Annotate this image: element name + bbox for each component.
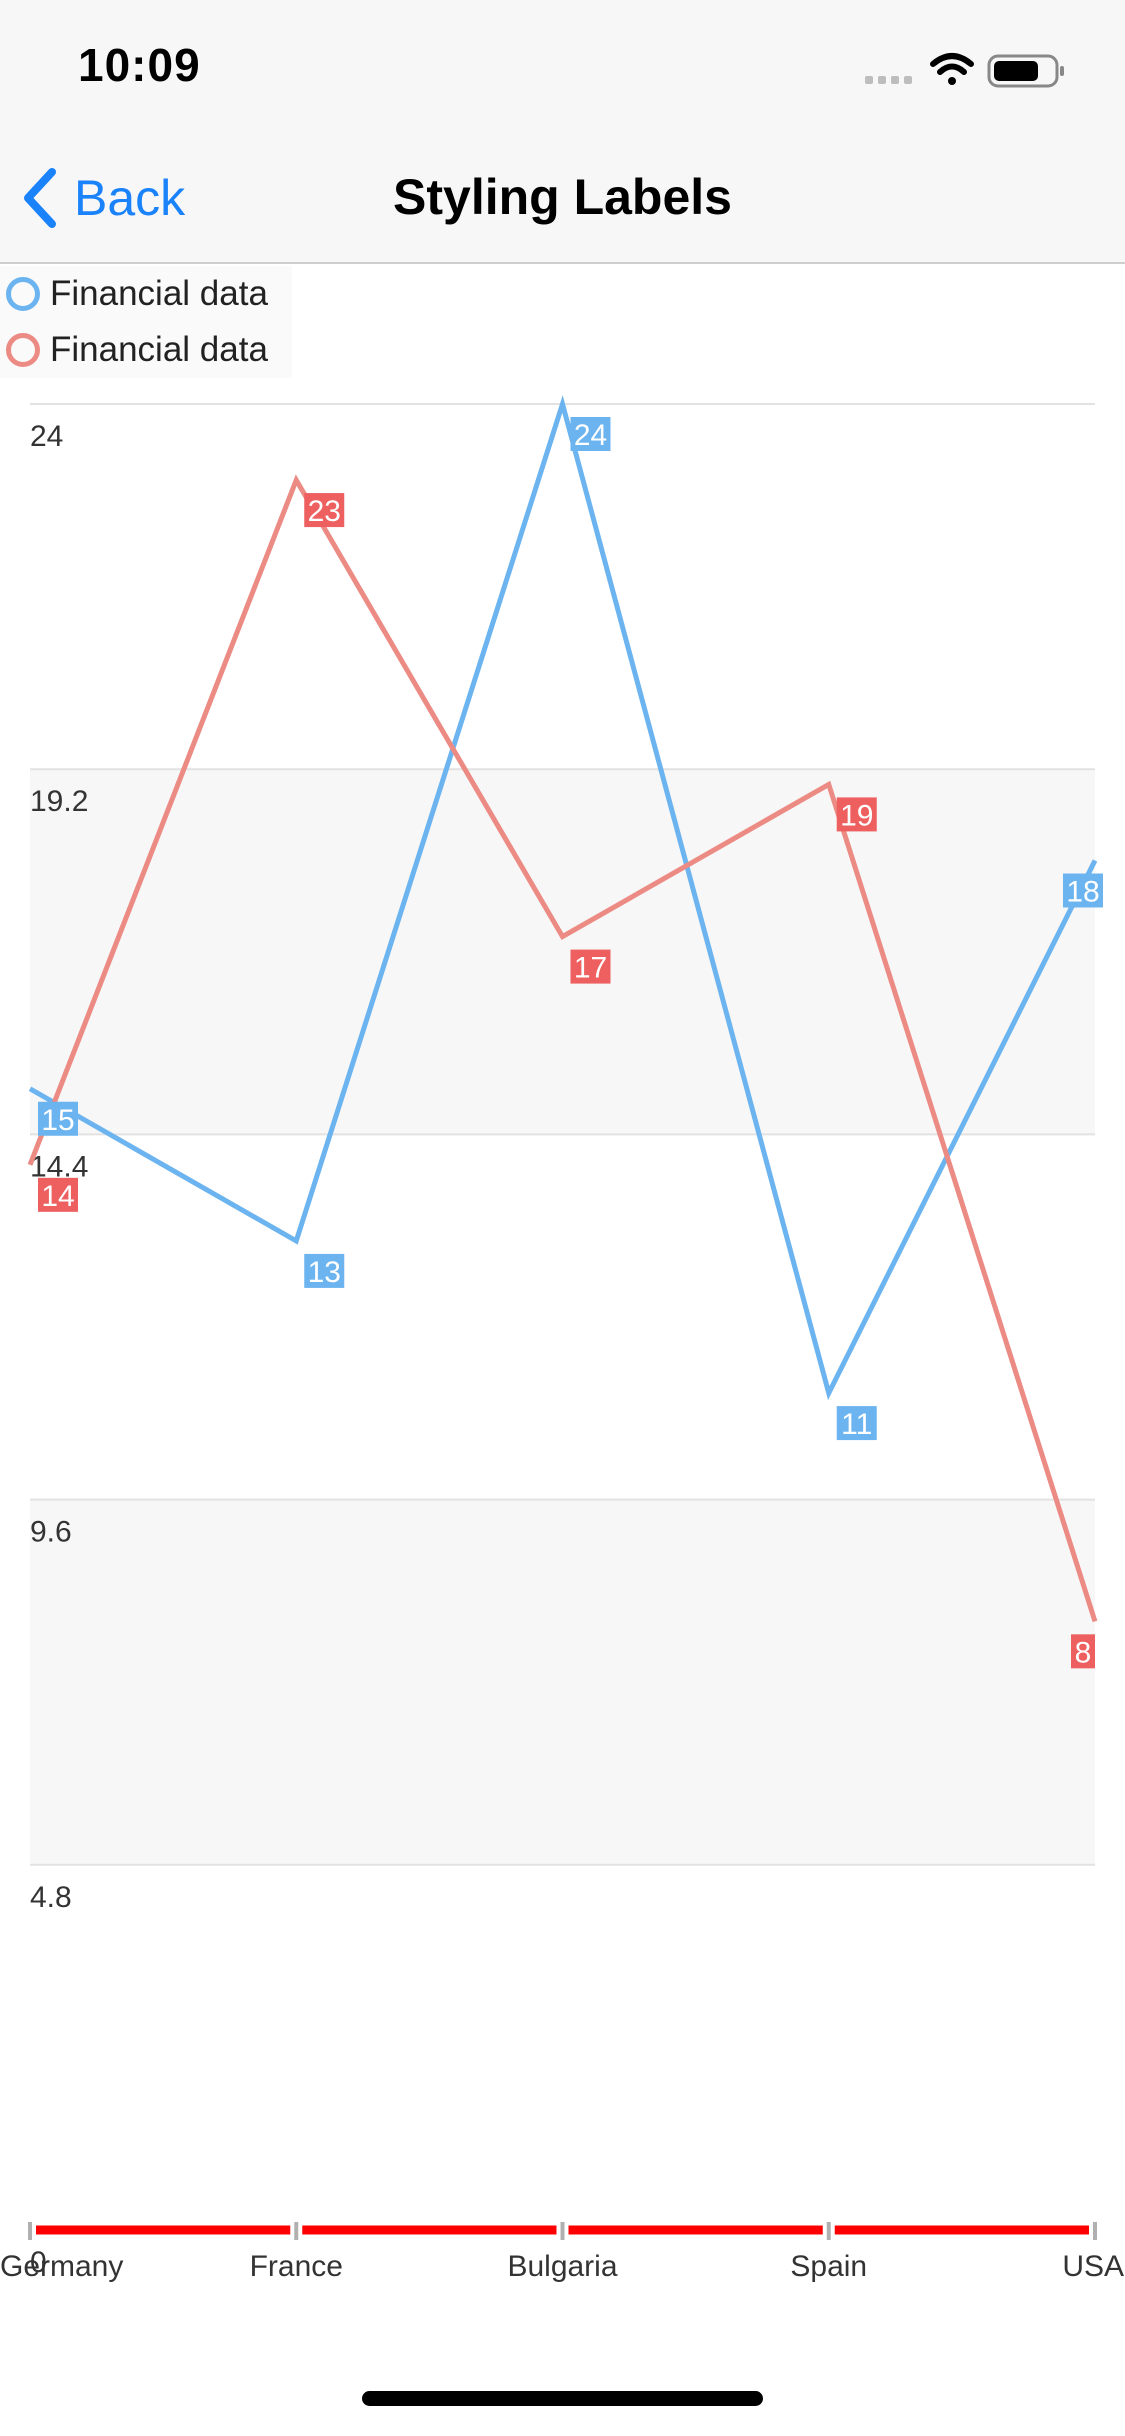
legend-label-series-1: Financial data bbox=[50, 274, 268, 313]
data-label: 11 bbox=[841, 1408, 872, 1441]
back-button[interactable]: Back bbox=[20, 160, 185, 236]
data-label-bg bbox=[304, 493, 345, 528]
data-label-bg bbox=[38, 1177, 78, 1212]
legend-swatch-series-2 bbox=[6, 333, 40, 367]
data-label-bg bbox=[836, 797, 877, 832]
data-label-bg bbox=[304, 1253, 345, 1288]
y-tick-label: 19.2 bbox=[30, 785, 88, 818]
x-tick-label: Bulgaria bbox=[507, 2250, 617, 2283]
legend-item-series-1[interactable]: Financial data bbox=[6, 266, 268, 322]
plot-band-1 bbox=[30, 1499, 1095, 1865]
chart-legend: Financial data Financial data bbox=[0, 266, 292, 378]
data-label-bg bbox=[1063, 873, 1103, 908]
legend-swatch-series-1 bbox=[6, 277, 40, 311]
home-indicator bbox=[362, 2391, 763, 2406]
page-title: Styling Labels bbox=[393, 169, 732, 225]
data-label: 23 bbox=[308, 495, 341, 528]
data-label-bg bbox=[38, 1101, 78, 1136]
y-tick-label: 0 bbox=[30, 2246, 47, 2279]
data-label: 15 bbox=[41, 1104, 74, 1137]
y-tick-label: 4.8 bbox=[30, 1881, 72, 1914]
data-label: 13 bbox=[308, 1256, 341, 1289]
battery-icon bbox=[987, 54, 1064, 88]
data-label: 24 bbox=[574, 419, 607, 452]
status-bar: 10:09 bbox=[0, 0, 1125, 132]
x-tick-label: France bbox=[250, 2250, 343, 2283]
wifi-icon bbox=[930, 53, 974, 85]
x-tick-label: USA bbox=[1062, 2250, 1124, 2283]
cellular-signal-icon bbox=[865, 76, 912, 84]
data-label: 14 bbox=[41, 1180, 74, 1213]
data-label: 18 bbox=[1066, 876, 1099, 909]
data-label-bg bbox=[1071, 1634, 1095, 1669]
series-line-1 bbox=[28, 395, 1098, 1401]
plot-band-3 bbox=[30, 769, 1095, 1135]
navigation-bar: Back Styling Labels bbox=[0, 132, 1125, 264]
status-time: 10:09 bbox=[78, 39, 201, 91]
data-label: 19 bbox=[840, 799, 873, 832]
x-tick-label: Germany bbox=[0, 2250, 123, 2283]
data-label-bg bbox=[836, 1406, 877, 1441]
x-tick-label: Spain bbox=[790, 2250, 867, 2283]
y-tick-label: 24 bbox=[30, 420, 63, 453]
legend-item-series-2[interactable]: Financial data bbox=[6, 322, 268, 378]
data-label: 8 bbox=[1075, 1636, 1092, 1669]
data-label-bg bbox=[570, 417, 611, 451]
legend-label-series-2: Financial data bbox=[50, 330, 268, 369]
data-label-bg bbox=[570, 949, 611, 984]
series-line-2 bbox=[27, 474, 1098, 1623]
status-icons bbox=[865, 53, 1064, 88]
chevron-left-icon bbox=[24, 168, 56, 228]
data-label: 17 bbox=[574, 952, 607, 985]
y-tick-label: 9.6 bbox=[30, 1516, 72, 1549]
back-label: Back bbox=[74, 170, 186, 226]
